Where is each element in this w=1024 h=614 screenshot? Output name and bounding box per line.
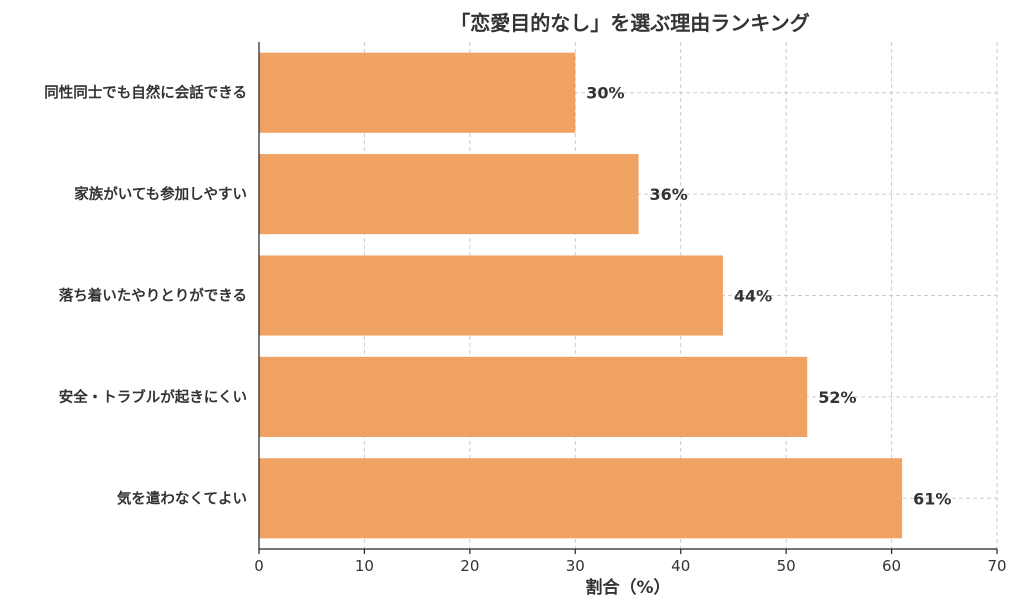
category-label-3: 安全・トラブルが起きにくい bbox=[59, 388, 247, 406]
bar-3 bbox=[259, 356, 808, 437]
x-tick-label-7: 70 bbox=[987, 557, 1006, 575]
x-tick-label-2: 20 bbox=[460, 557, 479, 575]
bar-2 bbox=[259, 255, 723, 336]
data-label-0: 30% bbox=[586, 84, 624, 103]
x-tick-label-0: 0 bbox=[254, 557, 264, 575]
x-tick-label-4: 40 bbox=[671, 557, 690, 575]
bar-0 bbox=[259, 52, 576, 133]
x-tick-label-5: 50 bbox=[777, 557, 796, 575]
x-tick-labels: 0 10 20 30 40 50 60 70 bbox=[254, 557, 1006, 575]
bar-1 bbox=[259, 154, 639, 235]
x-tick-label-1: 10 bbox=[355, 557, 374, 575]
chart-title: 「恋愛目的なし」を選ぶ理由ランキング bbox=[450, 11, 809, 35]
category-label-2: 落ち着いたやりとりができる bbox=[59, 287, 247, 305]
x-axis-label: 割合（%） bbox=[585, 577, 670, 598]
data-label-3: 52% bbox=[818, 388, 856, 407]
category-label-1: 家族がいても参加しやすい bbox=[74, 185, 247, 203]
data-label-1: 36% bbox=[650, 185, 688, 204]
axes bbox=[258, 42, 998, 554]
data-label-2: 44% bbox=[734, 287, 772, 306]
category-label-0: 同性同士でも自然に会話できる bbox=[44, 84, 247, 102]
category-labels: 同性同士でも自然に会話できる家族がいても参加しやすい落ち着いたやりとりができる安… bbox=[44, 84, 247, 508]
bar-4 bbox=[259, 458, 903, 539]
data-label-4: 61% bbox=[913, 489, 951, 508]
data-labels: 30% 36% 44% 52% 61% bbox=[586, 84, 951, 509]
x-tick-label-6: 60 bbox=[882, 557, 901, 575]
x-tick-label-3: 30 bbox=[566, 557, 585, 575]
bars bbox=[259, 52, 903, 539]
category-label-4: 気を遣わなくてよい bbox=[117, 489, 247, 507]
